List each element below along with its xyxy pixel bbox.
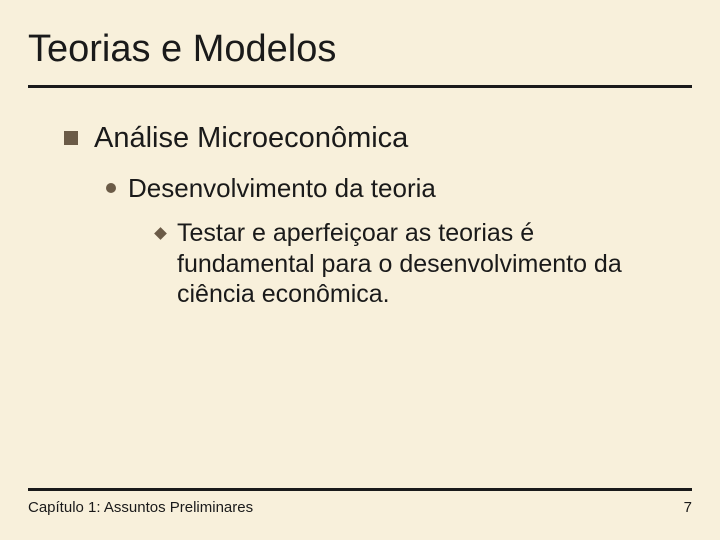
slide-footer: Capítulo 1: Assuntos Preliminares 7 (28, 488, 692, 516)
page-number: 7 (684, 499, 692, 516)
level2-text: Desenvolvimento da teoria (128, 173, 436, 204)
bullet-level-3: Testar e aperfeiçoar as teorias é fundam… (156, 218, 692, 310)
diamond-bullet-icon (154, 227, 167, 240)
dot-bullet-icon (106, 183, 116, 193)
slide-body: Análise Microeconômica Desenvolvimento d… (28, 122, 692, 310)
slide: Teorias e Modelos Análise Microeconômica… (0, 0, 720, 540)
level1-text: Análise Microeconômica (94, 122, 408, 155)
square-bullet-icon (64, 131, 78, 145)
bullet-level-1: Análise Microeconômica (64, 122, 692, 155)
footer-chapter: Capítulo 1: Assuntos Preliminares (28, 499, 253, 516)
bullet-level-2: Desenvolvimento da teoria (106, 173, 692, 204)
title-underline (28, 85, 692, 88)
level3-text: Testar e aperfeiçoar as teorias é fundam… (177, 218, 657, 310)
slide-title: Teorias e Modelos (28, 28, 692, 77)
footer-rule (28, 488, 692, 491)
footer-row: Capítulo 1: Assuntos Preliminares 7 (28, 499, 692, 516)
